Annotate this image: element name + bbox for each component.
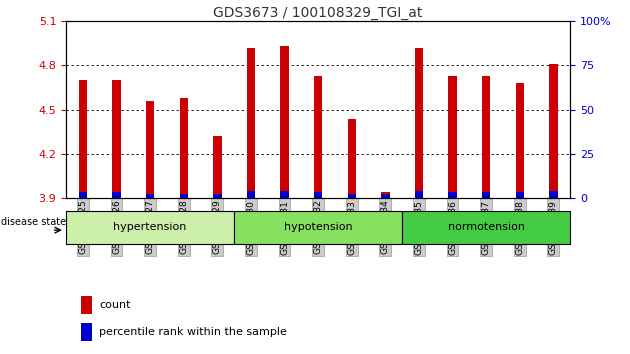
Bar <box>415 48 423 198</box>
Text: normotension: normotension <box>448 222 525 233</box>
Bar <box>180 194 188 198</box>
Bar <box>449 192 457 198</box>
Bar <box>146 101 154 198</box>
Bar <box>213 194 222 198</box>
Bar <box>515 192 524 198</box>
Bar <box>81 296 93 314</box>
Bar <box>348 119 356 198</box>
Bar <box>482 192 490 198</box>
Bar <box>247 48 255 198</box>
Bar <box>81 323 93 341</box>
Bar <box>515 83 524 198</box>
Bar <box>112 192 121 198</box>
Bar <box>112 80 121 198</box>
Text: disease state: disease state <box>1 217 66 227</box>
Bar <box>146 194 154 198</box>
Bar <box>381 194 389 198</box>
Text: percentile rank within the sample: percentile rank within the sample <box>99 327 287 337</box>
Bar <box>280 46 289 198</box>
Bar <box>247 191 255 198</box>
Text: hypotension: hypotension <box>284 222 352 233</box>
Bar <box>482 76 490 198</box>
Bar <box>314 192 323 198</box>
Bar <box>549 64 558 198</box>
Bar <box>213 136 222 198</box>
Bar <box>180 98 188 198</box>
Bar <box>415 191 423 198</box>
Title: GDS3673 / 100108329_TGI_at: GDS3673 / 100108329_TGI_at <box>214 6 423 20</box>
Bar <box>449 76 457 198</box>
Bar <box>314 76 323 198</box>
Text: hypertension: hypertension <box>113 222 187 233</box>
FancyBboxPatch shape <box>402 211 570 244</box>
Bar <box>79 192 87 198</box>
Text: count: count <box>99 299 130 310</box>
Bar <box>79 80 87 198</box>
Bar <box>381 192 389 198</box>
Bar <box>549 191 558 198</box>
FancyBboxPatch shape <box>66 211 234 244</box>
FancyBboxPatch shape <box>234 211 402 244</box>
Bar <box>348 194 356 198</box>
Bar <box>280 191 289 198</box>
